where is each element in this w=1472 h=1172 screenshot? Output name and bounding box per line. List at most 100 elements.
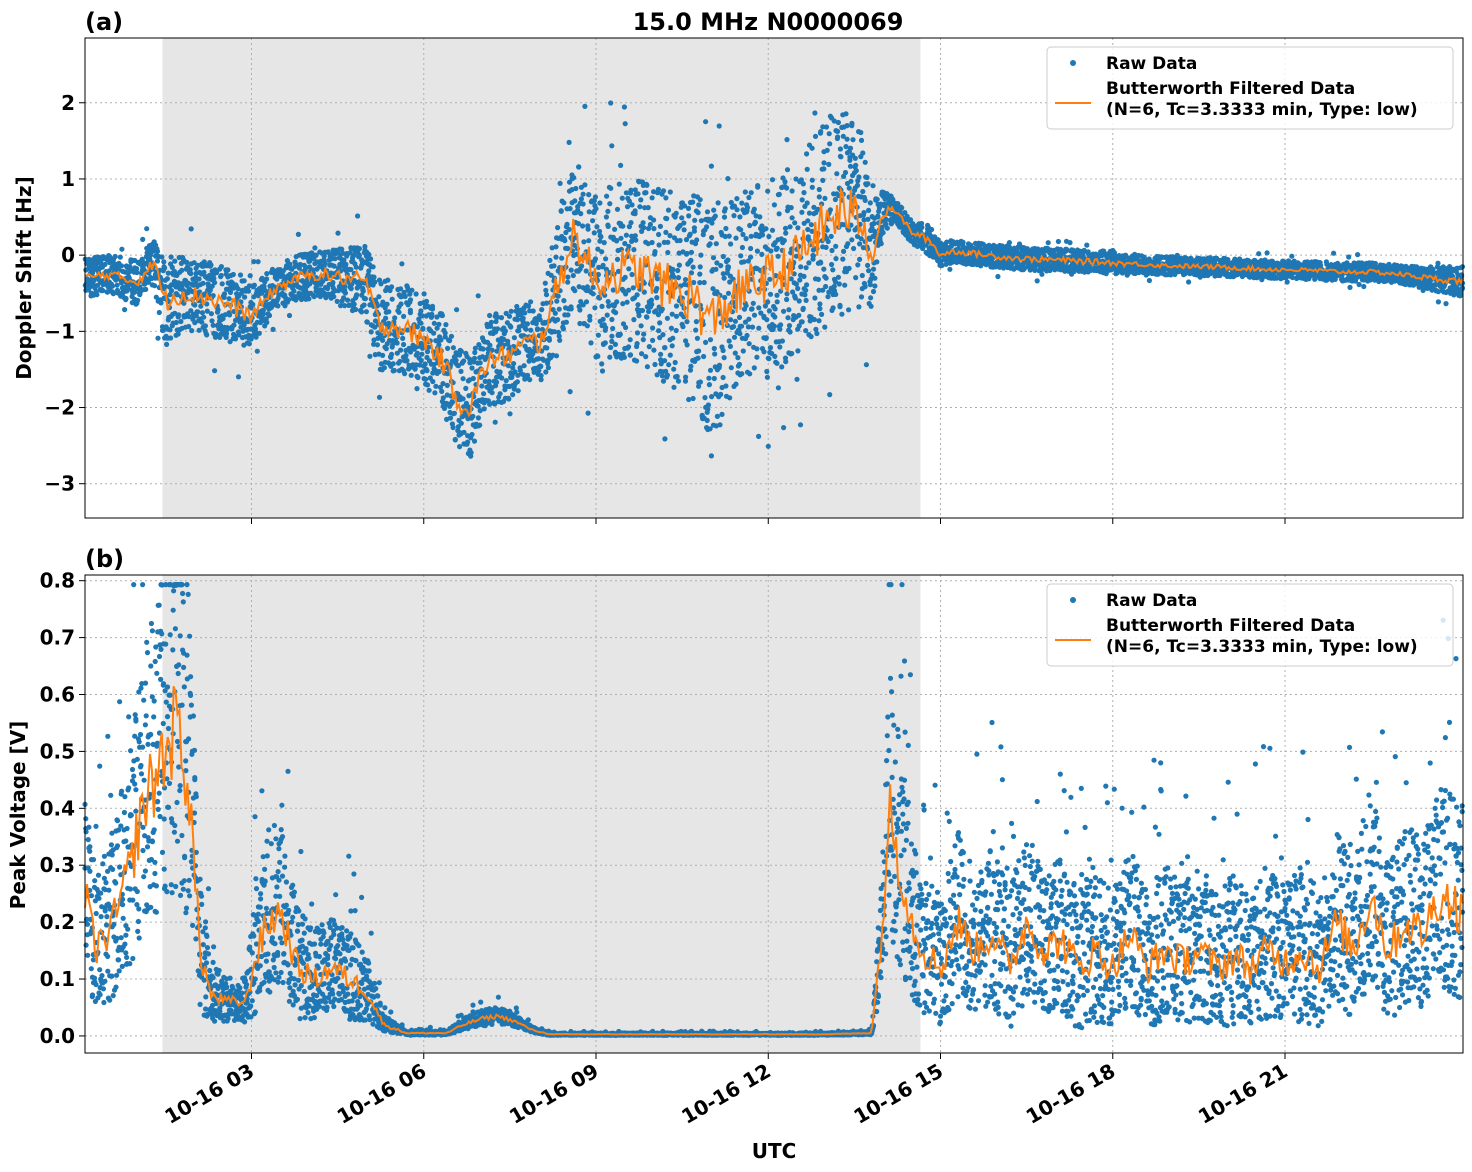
raw-data-point — [704, 224, 710, 230]
raw-data-point — [821, 160, 827, 166]
raw-data-point — [583, 299, 590, 305]
raw-data-point — [840, 256, 846, 262]
raw-data-point — [378, 281, 384, 287]
raw-data-point — [607, 201, 613, 207]
raw-data-point — [783, 359, 789, 365]
raw-data-point — [179, 267, 185, 273]
raw-data-point — [168, 288, 175, 294]
raw-data-point — [835, 134, 841, 140]
raw-data-point — [731, 324, 737, 330]
raw-data-point — [235, 374, 242, 380]
raw-data-point — [457, 444, 463, 450]
raw-data-point — [602, 340, 608, 346]
raw-data-point — [811, 316, 817, 323]
raw-data-point — [341, 295, 347, 301]
raw-data-point — [621, 104, 628, 110]
raw-data-point — [383, 315, 389, 321]
raw-data-point — [109, 283, 115, 289]
raw-data-point — [743, 236, 749, 242]
raw-data-point — [808, 222, 815, 228]
raw-data-point — [718, 391, 724, 397]
raw-data-point — [188, 226, 194, 232]
raw-data-point — [140, 236, 146, 242]
raw-data-point — [415, 374, 421, 381]
raw-data-point — [860, 150, 866, 156]
raw-data-point — [636, 313, 642, 319]
raw-data-point — [480, 346, 486, 352]
raw-data-point — [830, 267, 836, 273]
raw-data-point — [798, 264, 804, 270]
raw-data-point — [381, 365, 387, 371]
raw-data-point — [775, 385, 782, 391]
raw-data-point — [225, 267, 231, 273]
raw-data-point — [662, 358, 668, 364]
raw-data-point — [679, 215, 685, 221]
raw-data-point — [783, 230, 789, 236]
raw-data-point — [470, 413, 476, 419]
raw-data-point — [376, 294, 382, 300]
raw-data-point — [335, 230, 341, 236]
raw-data-point — [767, 291, 774, 297]
raw-data-point — [871, 220, 877, 227]
raw-data-point — [650, 337, 656, 343]
raw-data-point — [733, 235, 739, 241]
raw-data-point — [803, 265, 809, 271]
raw-data-point — [684, 342, 690, 348]
raw-data-point — [821, 166, 827, 172]
raw-data-point — [823, 124, 830, 130]
raw-data-point — [703, 119, 709, 125]
raw-data-point — [414, 324, 420, 330]
raw-data-point — [530, 308, 536, 314]
raw-data-point — [565, 274, 571, 280]
raw-data-point — [842, 282, 848, 288]
raw-data-point — [627, 337, 633, 343]
raw-data-point — [162, 284, 168, 290]
raw-data-point — [792, 220, 798, 226]
raw-data-point — [215, 307, 221, 313]
raw-data-point — [660, 332, 666, 338]
raw-data-point — [723, 225, 729, 232]
raw-data-point — [407, 297, 414, 303]
raw-data-point — [801, 273, 807, 279]
raw-data-point — [754, 346, 760, 352]
raw-data-point — [430, 378, 436, 385]
raw-data-point — [862, 197, 868, 203]
raw-data-point — [449, 399, 455, 405]
raw-data-point — [599, 249, 605, 255]
raw-data-point — [706, 382, 713, 388]
raw-data-point — [522, 310, 528, 316]
raw-data-point — [673, 210, 679, 216]
raw-data-point — [878, 241, 884, 247]
raw-data-point — [392, 315, 398, 321]
raw-data-point — [558, 208, 564, 214]
raw-data-point — [626, 287, 632, 293]
raw-data-point — [199, 319, 205, 325]
raw-data-point — [489, 390, 495, 396]
raw-data-point — [725, 257, 731, 263]
raw-data-point — [713, 241, 719, 247]
raw-data-point — [1186, 279, 1192, 285]
raw-data-point — [764, 368, 770, 375]
raw-data-point — [765, 443, 771, 449]
raw-data-point — [587, 317, 593, 323]
raw-data-point — [630, 285, 636, 291]
raw-data-point — [673, 327, 679, 334]
raw-data-point — [852, 155, 858, 161]
raw-data-point — [204, 308, 210, 314]
raw-data-point — [842, 169, 849, 176]
raw-data-point — [663, 195, 669, 201]
raw-data-point — [623, 232, 630, 238]
raw-data-point — [655, 186, 662, 192]
raw-data-point — [727, 395, 733, 401]
raw-data-point — [667, 189, 673, 195]
raw-data-point — [857, 241, 863, 247]
raw-data-point — [796, 312, 802, 318]
raw-data-point — [514, 379, 521, 385]
raw-data-point — [829, 261, 835, 268]
raw-data-point — [162, 265, 168, 271]
raw-data-point — [156, 309, 162, 316]
raw-data-point — [168, 335, 174, 341]
raw-data-point — [799, 319, 805, 325]
raw-data-point — [199, 310, 205, 316]
